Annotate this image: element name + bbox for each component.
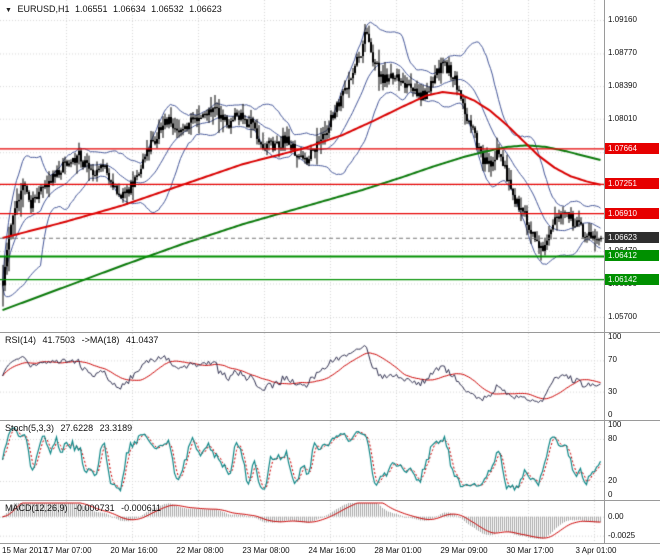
stoch-d-value: 23.3189 xyxy=(99,423,133,433)
time-axis-label: 17 Mar 07:00 xyxy=(44,546,92,555)
panel-divider[interactable] xyxy=(0,420,660,421)
stoch-title: Stoch(5,3,3) xyxy=(5,423,55,433)
time-axis-label: 20 Mar 16:00 xyxy=(110,546,158,555)
time-axis-label: 28 Mar 01:00 xyxy=(374,546,422,555)
time-axis-label: 3 Apr 01:00 xyxy=(575,546,617,555)
chart-symbol-triangle-icon: ▼ xyxy=(5,7,12,14)
current-price-label: 1.06623 xyxy=(605,232,659,244)
y-axis-tick: 1.05700 xyxy=(608,312,637,321)
ohlc-close: 1.06623 xyxy=(189,4,222,14)
rsi-ma-value: 41.0437 xyxy=(125,335,159,345)
symbol-timeframe: EURUSD,H1 xyxy=(17,4,70,14)
stoch-axis-tick: 80 xyxy=(608,434,617,443)
rsi-title: RSI(14) xyxy=(5,335,37,345)
panel-divider[interactable] xyxy=(0,500,660,501)
stochastic-panel-chart[interactable] xyxy=(0,421,604,500)
stoch-axis-tick: 100 xyxy=(608,420,622,429)
time-axis-label: 29 Mar 09:00 xyxy=(440,546,488,555)
rsi-value: 41.7503 xyxy=(42,335,76,345)
time-axis-label: 30 Mar 17:00 xyxy=(506,546,554,555)
stoch-axis-tick: 0 xyxy=(608,490,613,499)
macd-panel-chart[interactable] xyxy=(0,501,604,543)
support-price-label: 1.06412 xyxy=(605,250,659,262)
rsi-axis-tick: 30 xyxy=(608,386,617,396)
price-axis-separator xyxy=(604,0,605,543)
resistance-price-label: 1.07664 xyxy=(605,142,659,154)
panel-divider[interactable] xyxy=(0,543,660,544)
time-axis-label: 24 Mar 16:00 xyxy=(308,546,356,555)
macd-axis-tick: -0.0025 xyxy=(608,530,636,540)
main-price-chart[interactable] xyxy=(0,0,604,332)
macd-axis-tick: 0.00 xyxy=(608,511,624,521)
macd-signal-value: -0.000611 xyxy=(121,503,161,513)
resistance-price-label: 1.06910 xyxy=(605,207,659,219)
rsi-axis-tick: 0 xyxy=(608,410,613,419)
time-axis-label: 23 Mar 08:00 xyxy=(242,546,290,555)
rsi-axis-tick: 70 xyxy=(608,355,617,365)
y-axis-tick: 1.08010 xyxy=(608,113,637,123)
ohlc-high: 1.06634 xyxy=(113,4,146,14)
rsi-ma-title: ->MA(18) xyxy=(81,335,120,345)
support-price-label: 1.06142 xyxy=(605,273,659,285)
chart-title: ▼ EURUSD,H1 1.06551 1.06634 1.06532 1.06… xyxy=(5,4,225,14)
rsi-indicator-label: RSI(14) 41.7503 ->MA(18) 41.0437 xyxy=(5,335,162,345)
macd-value: -0.000731 xyxy=(74,503,115,513)
y-axis-tick: 1.08390 xyxy=(608,81,637,91)
macd-title: MACD(12,26,9) xyxy=(5,503,68,513)
stoch-k-value: 27.6228 xyxy=(60,423,94,433)
time-axis-label: 15 Mar 2017 xyxy=(2,546,47,555)
rsi-axis-tick: 100 xyxy=(608,332,622,341)
panel-divider[interactable] xyxy=(0,332,660,333)
rsi-panel-chart[interactable] xyxy=(0,333,604,420)
ohlc-low: 1.06532 xyxy=(151,4,184,14)
stochastic-indicator-label: Stoch(5,3,3) 27.6228 23.3189 xyxy=(5,423,136,433)
macd-indicator-label: MACD(12,26,9) -0.000731 -0.000611 xyxy=(5,503,165,513)
stoch-axis-tick: 20 xyxy=(608,476,617,485)
resistance-price-label: 1.07251 xyxy=(605,178,659,190)
ohlc-open: 1.06551 xyxy=(74,4,108,14)
y-axis-tick: 1.08770 xyxy=(608,48,637,58)
time-axis-label: 22 Mar 08:00 xyxy=(176,546,224,555)
y-axis-tick: 1.09160 xyxy=(608,15,637,24)
